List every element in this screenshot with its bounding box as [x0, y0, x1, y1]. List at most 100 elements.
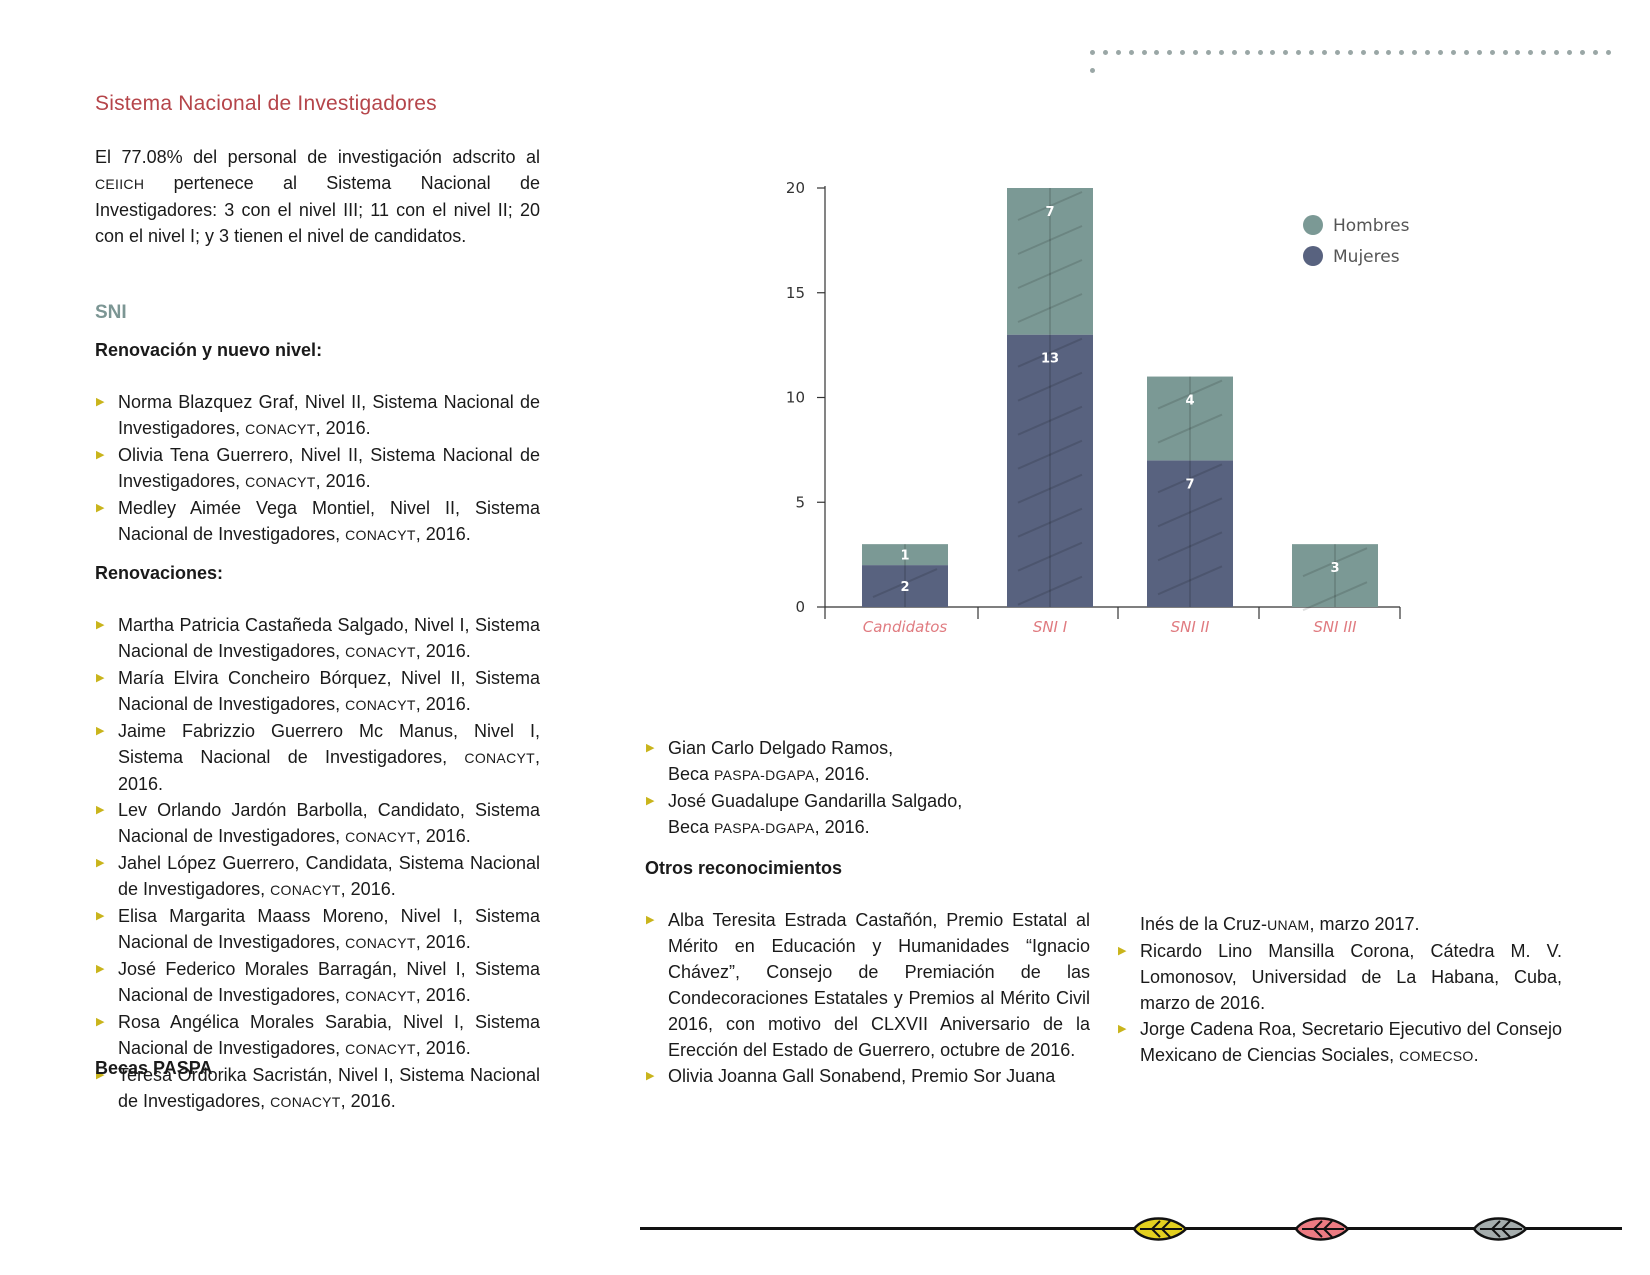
list-item: José Federico Morales Barragán, Nivel I,… [95, 956, 540, 1009]
item-org: PASPA-DGAPA [714, 820, 815, 836]
category-label: Candidatos [863, 618, 948, 636]
list-item: María Elvira Concheiro Bórquez, Nivel II… [95, 665, 540, 718]
bar-vein [1157, 379, 1223, 410]
item-text: Teresa Ordorika Sacristán, Nivel I, Sist… [118, 1065, 540, 1111]
bar-vein [1157, 413, 1223, 444]
bar-vein [1157, 531, 1223, 562]
y-tick-label: 5 [795, 493, 805, 511]
item-org: CONACYT [270, 882, 341, 898]
renovaciones-heading: Renovaciones: [95, 563, 224, 583]
item-text: Inés de la Cruz- [1140, 914, 1268, 934]
item-org: COMECSO [1399, 1048, 1474, 1064]
otros-list-col2: Inés de la Cruz-UNAM, marzo 2017. Ricardo… [1117, 911, 1562, 1069]
sni-heading: SNI [95, 302, 127, 323]
category-label: SNI III [1313, 618, 1357, 636]
item-text-line2: Beca [668, 764, 715, 784]
item-org: CONACYT [345, 697, 416, 713]
bar-vein [1017, 225, 1083, 255]
leaf-yellow-icon [1132, 1217, 1188, 1241]
item-text: Medley Aimée Vega Montiel, Nivel II, Sis… [118, 498, 540, 544]
bar-vein [1017, 337, 1083, 368]
list-item: Medley Aimée Vega Montiel, Nivel II, Sis… [95, 495, 540, 548]
item-org: UNAM [1267, 917, 1310, 933]
item-text: Jaime Fabrizzio Guerrero Mc Manus, Nivel… [118, 721, 540, 767]
bar-value-label: 4 [1185, 394, 1194, 409]
list-item: Lev Orlando Jardón Barbolla, Candidato, … [95, 797, 540, 850]
list-item: Elisa Margarita Maass Moreno, Nivel I, S… [95, 903, 540, 956]
item-tail: , 2016. [415, 641, 471, 661]
bar-vein [872, 568, 938, 599]
item-tail: . [1473, 1045, 1479, 1065]
y-tick-label: 20 [786, 179, 805, 197]
item-org: CONACYT [345, 527, 416, 543]
item-tail: , 2016. [415, 524, 471, 544]
list-item: Gian Carlo Delgado Ramos, Beca PASPA-DGA… [645, 735, 1045, 788]
y-tick-label: 10 [786, 389, 805, 407]
list-item: Alba Teresita Estrada Castañón, Premio E… [645, 907, 1090, 1063]
item-org: CONACYT [245, 421, 316, 437]
list-item: Teresa Ordorika Sacristán, Nivel I, Sist… [95, 1062, 540, 1115]
bar-value-label: 1 [900, 549, 909, 564]
item-text: Ricardo Lino Mansilla Corona, Cátedra M.… [1140, 941, 1562, 1013]
item-text: José Guadalupe Gandarilla Salgado, [668, 791, 963, 811]
item-tail: , 2016. [315, 418, 371, 438]
list-item: Norma Blazquez Graf, Nivel II, Sistema N… [95, 389, 540, 442]
item-tail: , 2016. [118, 747, 540, 794]
item-org: CONACYT [245, 474, 316, 490]
bar-value-label: 3 [1330, 561, 1339, 576]
list-item-continuation: Inés de la Cruz-UNAM, marzo 2017. [1117, 911, 1562, 938]
item-text: Alba Teresita Estrada Castañón, Premio E… [668, 910, 1090, 1060]
intro-paragraph: El 77.08% del personal de investigación … [95, 144, 540, 249]
bar-vein [1017, 259, 1083, 289]
bar-vein [1017, 371, 1083, 402]
item-tail: , 2016. [340, 1091, 396, 1111]
item-org: CONACYT [345, 1041, 416, 1057]
intro-text-2: pertenece al Sistema Nacional de Investi… [95, 173, 540, 246]
item-text: Martha Patricia Castañeda Salgado, Nivel… [118, 615, 540, 661]
section-title: Sistema Nacional de Investigadores [95, 92, 437, 115]
bar-mujeres [1007, 334, 1093, 607]
bar-hombres [862, 544, 948, 566]
list-item: Ricardo Lino Mansilla Corona, Cátedra M.… [1117, 938, 1562, 1016]
bar-value-label: 2 [900, 580, 909, 595]
becas-list: Gian Carlo Delgado Ramos, Beca PASPA-DGA… [645, 735, 1045, 841]
list-item: Jorge Cadena Roa, Secretario Ejecutivo d… [1117, 1016, 1562, 1069]
otros-list-col1: Alba Teresita Estrada Castañón, Premio E… [645, 907, 1090, 1089]
item-tail: , 2016. [415, 1038, 471, 1058]
list-item: Jaime Fabrizzio Guerrero Mc Manus, Nivel… [95, 718, 540, 797]
item-org: CONACYT [345, 644, 416, 660]
item-text: María Elvira Concheiro Bórquez, Nivel II… [118, 668, 540, 714]
bar-vein [1017, 507, 1083, 538]
bar-vein [1157, 565, 1223, 596]
dotted-rule [1090, 50, 1630, 73]
list-item: José Guadalupe Gandarilla Salgado, Beca … [645, 788, 1045, 841]
list-item: Olivia Tena Guerrero, Nivel II, Sistema … [95, 442, 540, 495]
bar-value-label: 7 [1185, 477, 1194, 492]
item-text: Olivia Joanna Gall Sonabend, Premio Sor … [668, 1066, 1056, 1086]
bar-mujeres [1147, 460, 1233, 607]
leaf-pink-icon [1294, 1217, 1350, 1241]
item-org: CONACYT [270, 1094, 341, 1110]
item-text: Jorge Cadena Roa, Secretario Ejecutivo d… [1140, 1019, 1562, 1065]
renovaciones-list: Martha Patricia Castañeda Salgado, Nivel… [95, 612, 540, 1115]
item-tail: , 2016. [415, 826, 471, 846]
category-label: SNI II [1171, 618, 1210, 636]
item-text: Rosa Angélica Morales Sarabia, Nivel I, … [118, 1012, 540, 1058]
category-label: SNI I [1033, 618, 1068, 636]
bar-vein [1302, 547, 1368, 578]
item-tail: , 2016. [814, 764, 870, 784]
list-item: Rosa Angélica Morales Sarabia, Nivel I, … [95, 1009, 540, 1062]
item-org: PASPA-DGAPA [714, 767, 815, 783]
item-tail: , 2016. [340, 879, 396, 899]
intro-org: CEIICH [95, 176, 145, 192]
item-tail: , 2016. [415, 932, 471, 952]
otros-heading: Otros reconocimientos [645, 858, 843, 878]
legend-label: Mujeres [1333, 247, 1400, 267]
bar-vein [1302, 581, 1368, 612]
bar-vein [1017, 575, 1083, 606]
item-text: Norma Blazquez Graf, Nivel II, Sistema N… [118, 392, 540, 438]
footer-rule [640, 1227, 1622, 1230]
legend-swatch-mujeres [1303, 246, 1323, 266]
renovacion-list: Norma Blazquez Graf, Nivel II, Sistema N… [95, 389, 540, 548]
item-text: Lev Orlando Jardón Barbolla, Candidato, … [118, 800, 540, 846]
